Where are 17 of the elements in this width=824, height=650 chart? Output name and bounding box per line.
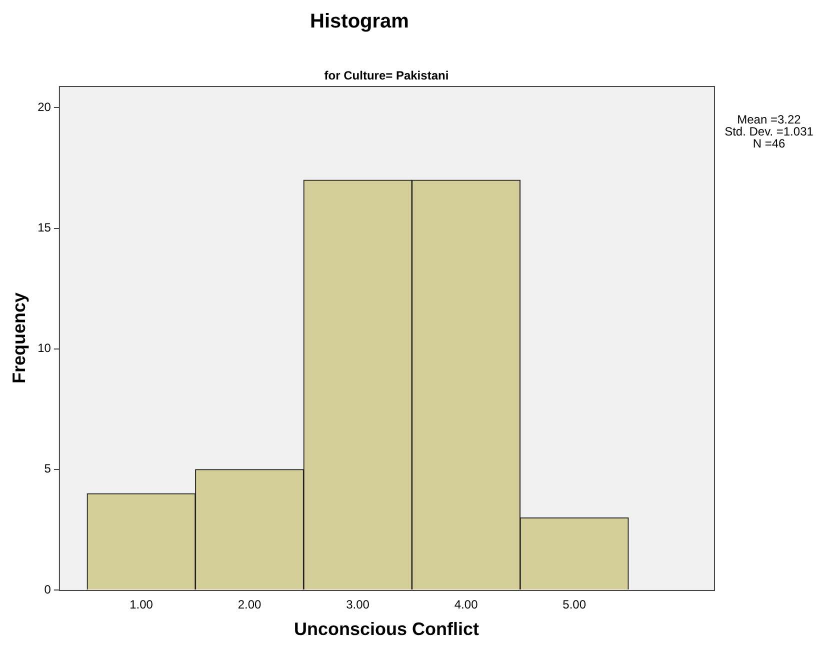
x-tick-label: 4.00 [454, 598, 478, 612]
x-tick-label: 1.00 [130, 598, 154, 612]
text: Mean =3.22 [737, 112, 802, 126]
y-tick-label: 5 [44, 462, 52, 476]
y-tick-label: 0 [44, 582, 52, 596]
text: Std. Dev. =1.031 [724, 124, 814, 138]
x-tick-label: 3.00 [346, 598, 370, 612]
y-axis-title: Frequency [8, 292, 29, 384]
x-tick-label: 5.00 [562, 598, 586, 612]
x-tick-label: 2.00 [238, 598, 262, 612]
chart-subtitle: for Culture= Pakistani [324, 68, 449, 82]
x-axis-title: Unconscious Conflict [294, 619, 479, 640]
chart-title: Histogram [310, 10, 409, 33]
y-tick-label: 15 [38, 220, 52, 235]
text: N =46 [752, 136, 786, 150]
y-tick-label: 10 [38, 341, 52, 356]
y-tick-label: 20 [38, 100, 52, 114]
